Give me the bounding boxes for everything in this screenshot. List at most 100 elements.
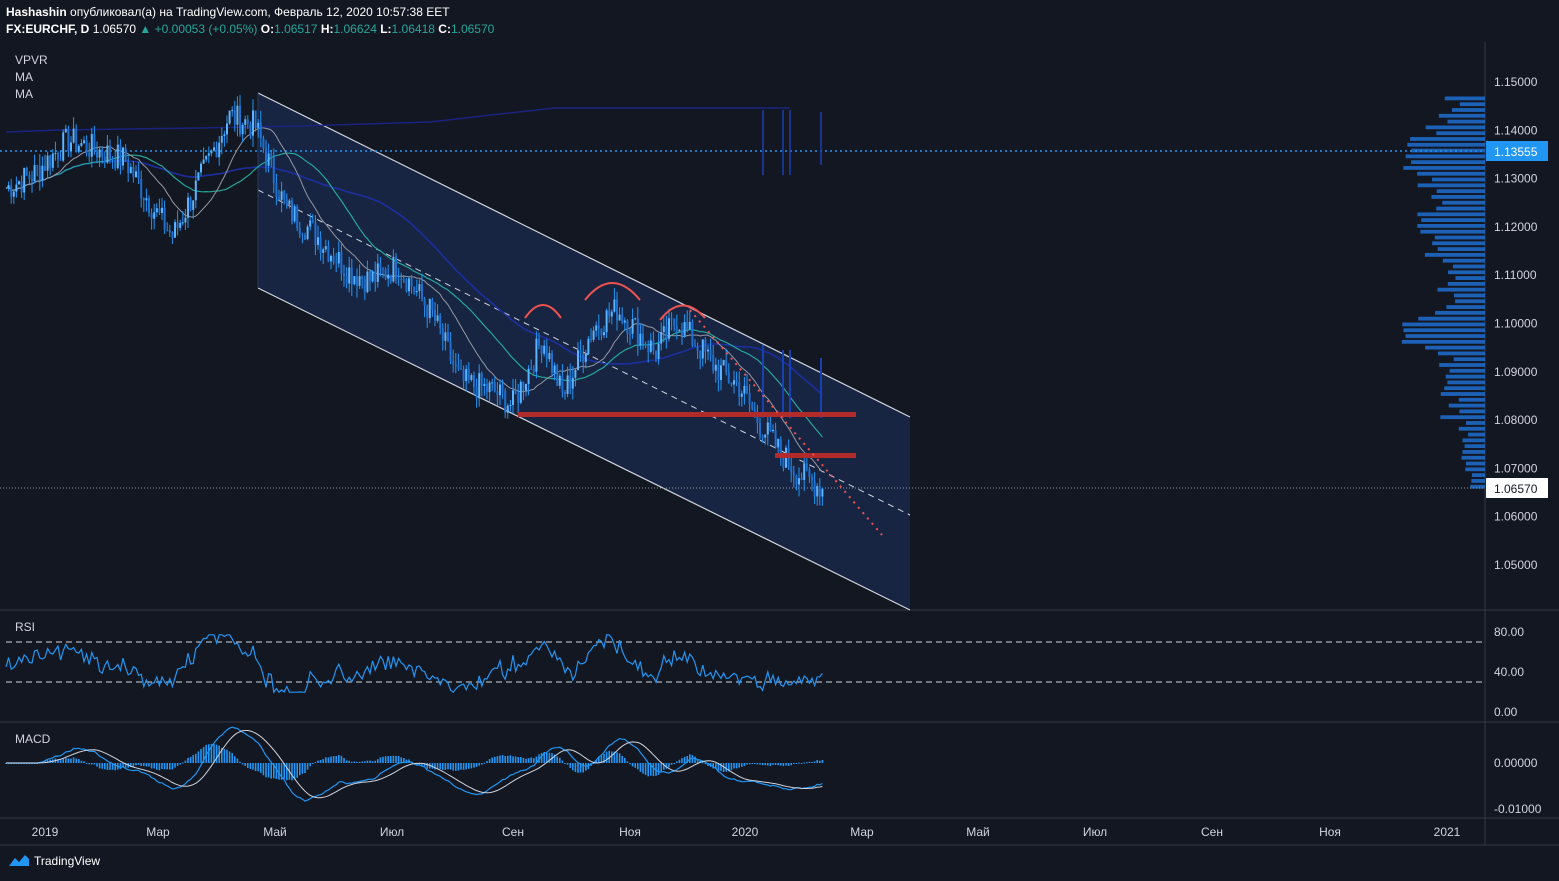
vpvr-bar [1465, 421, 1485, 425]
open-label: O: [260, 22, 275, 36]
macd-bar [720, 763, 722, 772]
candle-body [603, 332, 605, 336]
candle-body [652, 340, 655, 351]
candle-body [512, 390, 514, 405]
candle-body [304, 235, 306, 240]
symbol-label[interactable]: FX:EURCHF, D [6, 22, 90, 36]
macd-bar [540, 752, 543, 763]
ma-label-2[interactable]: MA [15, 87, 33, 101]
macd-tick-neg: -0.01000 [1494, 802, 1542, 816]
candle-body [473, 375, 475, 388]
candle-body [738, 381, 741, 397]
time-tick-label: Ноя [1319, 825, 1341, 839]
time-tick-label: Сен [1201, 825, 1223, 839]
red-trendline[interactable] [689, 309, 883, 536]
vpvr-bar [1424, 252, 1485, 257]
candle-body [782, 454, 785, 468]
candle-body [426, 305, 429, 318]
candle-body [96, 150, 98, 158]
candle-body [488, 382, 491, 393]
channel-upper-line[interactable] [257, 92, 911, 418]
macd-bar [444, 763, 447, 770]
candle-body [746, 385, 748, 394]
ma-short-line[interactable] [5, 127, 823, 473]
macd-bar [395, 756, 397, 763]
ma-long-line[interactable] [5, 160, 823, 396]
macd-bar [631, 763, 634, 767]
candle-body [779, 439, 782, 455]
ma-mid-line[interactable] [5, 152, 823, 438]
candle-body [140, 178, 143, 199]
macd-bar [712, 763, 714, 769]
candle-body [38, 166, 41, 181]
macd-bar [507, 755, 509, 763]
macd-label[interactable]: MACD [15, 732, 51, 746]
candle-body [67, 128, 70, 151]
channel-fill [258, 93, 910, 610]
candle-body [49, 155, 52, 168]
macd-bar [244, 763, 246, 767]
macd-bar [639, 763, 642, 772]
vpvr-bar [1410, 137, 1485, 141]
candle-body [402, 279, 405, 281]
macd-bar [579, 763, 582, 773]
ma-label-1[interactable]: MA [15, 70, 33, 84]
candle-body [283, 191, 286, 199]
macd-bar [473, 763, 475, 768]
macd-bar [811, 761, 813, 763]
macd-bar [171, 763, 174, 770]
candle-body [51, 153, 54, 168]
candle-body [210, 150, 213, 154]
candles[interactable] [7, 94, 824, 506]
candle-body [683, 321, 686, 336]
price-tick-label: 1.12000 [1494, 220, 1538, 234]
candle-body [543, 345, 546, 354]
candle-body [124, 147, 127, 162]
right-shoulder-arc[interactable] [659, 304, 706, 321]
vpvr-bar [1432, 241, 1485, 246]
head-arc[interactable] [584, 282, 641, 301]
candle-body [418, 284, 421, 292]
close-value: 1.06570 [450, 22, 495, 36]
close-label: C: [438, 22, 451, 36]
price-axis[interactable]: 1.15000 1.14000 1.13000 1.12000 1.11000 1.100… [1494, 75, 1538, 572]
macd-bar [621, 755, 623, 763]
candle-body [816, 486, 819, 497]
channel-median-line[interactable] [257, 189, 911, 516]
resistance-zone[interactable] [775, 453, 856, 458]
tradingview-brand[interactable]: TradingView [8, 853, 100, 869]
candle-body [376, 263, 379, 282]
vpvr-bar [1432, 177, 1485, 182]
candle-body [10, 185, 13, 197]
macd-bar [405, 759, 408, 763]
time-axis[interactable]: 2019 Мар Май Июл Сен Ноя 2020 Мар Май Июл Сен Ноя 20… [32, 825, 1461, 839]
left-shoulder-arc[interactable] [524, 304, 562, 319]
macd-bar [249, 763, 252, 769]
macd-bar [509, 755, 512, 763]
channel-lower-line[interactable] [257, 287, 911, 611]
macd-bar [322, 759, 324, 763]
candle-body [64, 128, 67, 133]
macd-bar [208, 744, 210, 763]
time-tick-label: Май [966, 825, 990, 839]
candle-body [83, 140, 85, 143]
macd-bar [153, 763, 155, 769]
candle-body [205, 155, 208, 160]
macd-signal-line[interactable] [6, 730, 823, 799]
vpvr-label[interactable]: VPVR [15, 53, 48, 67]
candle-body [569, 375, 572, 389]
candle-body [506, 405, 509, 413]
vpvr-bar [1437, 351, 1485, 356]
candle-body [215, 147, 218, 158]
candle-body [293, 206, 296, 222]
macd-bar [512, 756, 514, 763]
rsi-label[interactable]: RSI [15, 620, 36, 634]
candle-body [278, 196, 280, 201]
macd-bar [702, 762, 704, 764]
rsi-line[interactable] [5, 634, 823, 694]
macd-bar [668, 763, 670, 768]
support-zone[interactable] [518, 412, 856, 417]
macd-bar [119, 763, 122, 769]
open-value: 1.06517 [274, 22, 318, 36]
